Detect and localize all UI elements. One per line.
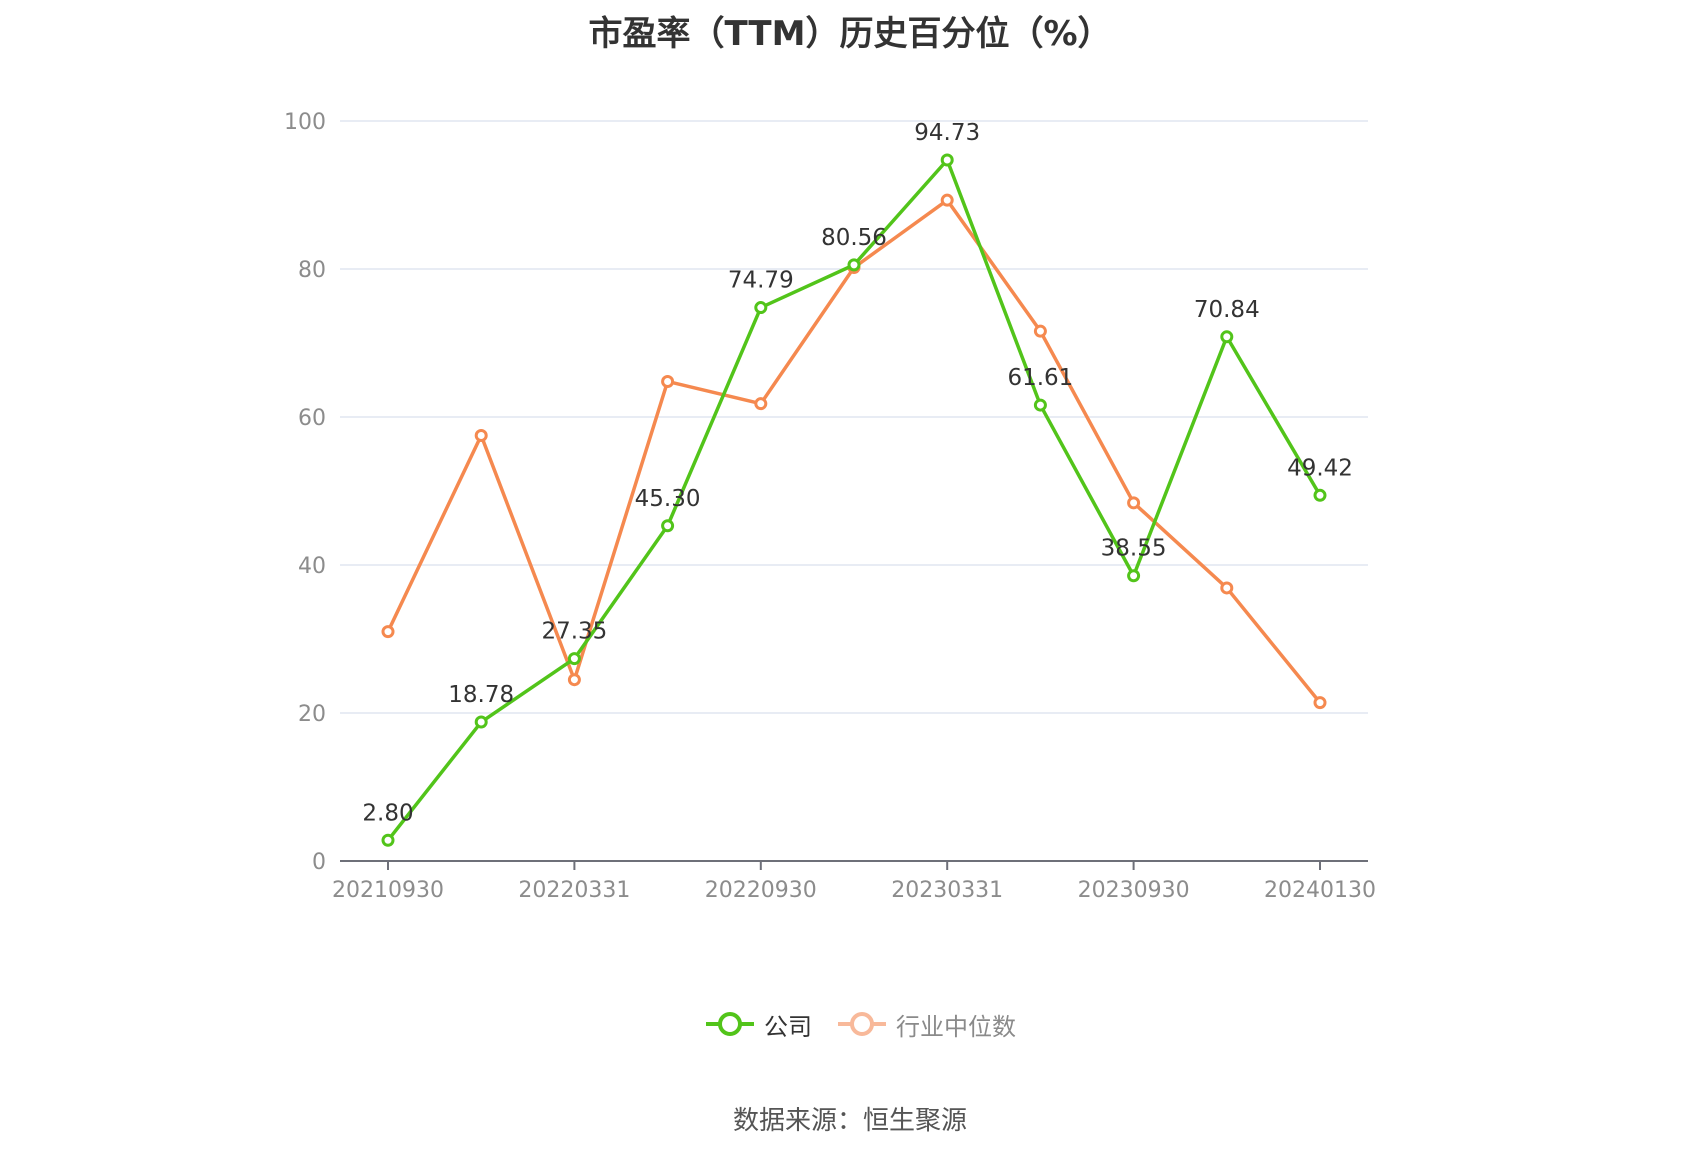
data-source: 数据来源：恒生聚源 <box>732 1106 967 1136</box>
legend-line-marker-icon <box>838 1012 886 1036</box>
y-tick-label: 60 <box>298 406 326 431</box>
data-label: 2.80 <box>362 800 413 826</box>
data-point-0 <box>661 519 675 533</box>
data-label: 27.35 <box>541 619 607 645</box>
y-tick-label: 80 <box>298 258 326 283</box>
data-point-0 <box>567 652 581 666</box>
data-point-1 <box>940 193 954 207</box>
data-label: 45.30 <box>635 486 701 512</box>
y-tick-label: 20 <box>298 702 326 727</box>
legend-item-company[interactable]: 公司 <box>704 1006 812 1042</box>
x-tick-label: 20240130 <box>1264 878 1376 903</box>
data-point-0 <box>847 258 861 272</box>
data-label: 74.79 <box>728 268 794 294</box>
y-tick-label: 100 <box>284 110 326 135</box>
data-label: 38.55 <box>1101 536 1167 562</box>
data-point-0 <box>1313 488 1327 502</box>
data-point-1 <box>1220 581 1234 595</box>
data-label: 18.78 <box>448 682 514 708</box>
data-point-0 <box>940 153 954 167</box>
data-point-1 <box>661 374 675 388</box>
y-tick-label: 40 <box>298 554 326 579</box>
chart-title: 市盈率（TTM）历史百分位（%） <box>588 14 1112 54</box>
series-line-1 <box>386 198 1322 705</box>
legend-label-industry: 行业中位数 <box>896 1012 1016 1041</box>
data-label: 61.61 <box>1007 365 1073 391</box>
series-lines <box>381 153 1327 847</box>
x-tick-label: 20220331 <box>518 878 630 903</box>
data-point-0 <box>1033 398 1047 412</box>
x-tick-label: 20230930 <box>1078 878 1190 903</box>
data-label: 80.56 <box>821 225 887 251</box>
data-labels: 2.80 18.78 27.35 45.30 74.79 80.56 94.73 61.61 3… <box>362 120 1353 826</box>
data-point-1 <box>381 625 395 639</box>
data-label: 70.84 <box>1194 297 1260 323</box>
x-tick-label: 20220930 <box>705 878 817 903</box>
data-point-1 <box>1313 696 1327 710</box>
data-point-0 <box>1220 330 1234 344</box>
x-tick-label: 20230331 <box>891 878 1003 903</box>
axes: 0 20 40 60 80 100 20210930 20220331 20220930 2023… <box>284 110 1376 903</box>
grid-lines <box>340 120 1368 714</box>
x-tick-label: 20210930 <box>332 878 444 903</box>
legend-label-company: 公司 <box>764 1012 812 1041</box>
data-point-1 <box>754 397 768 411</box>
data-label: 49.42 <box>1287 455 1353 481</box>
data-point-1 <box>1033 324 1047 338</box>
data-point-0 <box>381 833 395 847</box>
data-point-1 <box>1127 496 1141 510</box>
y-tick-label: 0 <box>312 850 326 875</box>
legend-line-marker-icon <box>706 1012 754 1036</box>
data-label: 94.73 <box>914 120 980 146</box>
data-point-0 <box>474 715 488 729</box>
data-point-1 <box>567 673 581 687</box>
data-point-1 <box>474 429 488 442</box>
data-point-0 <box>754 301 768 315</box>
data-point-0 <box>1127 569 1141 583</box>
legend-item-industry[interactable]: 行业中位数 <box>836 1006 1016 1042</box>
